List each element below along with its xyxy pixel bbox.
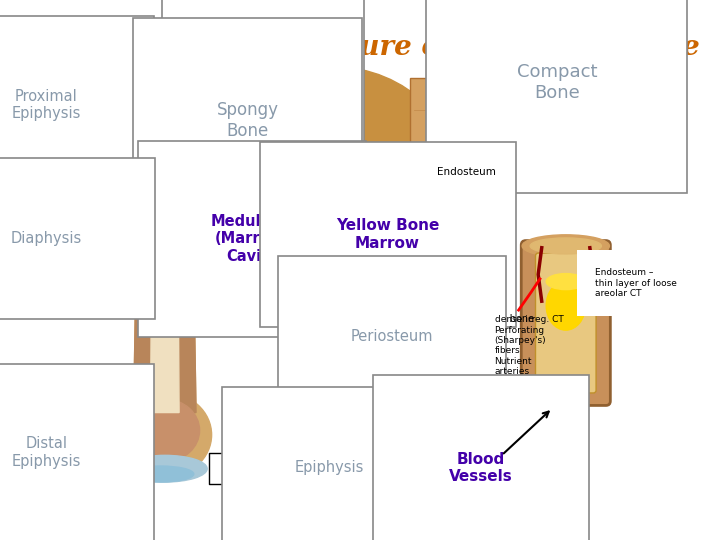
Ellipse shape xyxy=(305,197,348,211)
Text: Blood
Vessels: Blood Vessels xyxy=(449,451,513,484)
Circle shape xyxy=(337,186,348,197)
Text: Diaphysis: Diaphysis xyxy=(11,231,82,246)
Text: Epiphyseal
line: Epiphyseal line xyxy=(232,145,289,167)
FancyBboxPatch shape xyxy=(446,78,462,315)
FancyArrowPatch shape xyxy=(466,208,508,243)
Ellipse shape xyxy=(122,455,207,482)
Text: Periosteum: Periosteum xyxy=(351,329,433,345)
Ellipse shape xyxy=(296,194,319,216)
Text: dense irreg. CT
Perforating
(Sharpey's)
fibers
Nutrient
arteries: dense irreg. CT Perforating (Sharpey's) … xyxy=(495,315,563,376)
Ellipse shape xyxy=(156,227,183,238)
FancyBboxPatch shape xyxy=(521,241,611,406)
Text: Articular
Cartilage: Articular Cartilage xyxy=(231,45,294,76)
Polygon shape xyxy=(134,141,196,413)
Ellipse shape xyxy=(262,188,290,218)
Ellipse shape xyxy=(130,70,209,159)
Ellipse shape xyxy=(301,227,336,244)
Text: Proximal
Epiphysis: Proximal Epiphysis xyxy=(12,89,81,122)
Ellipse shape xyxy=(289,99,312,122)
Text: Distal
Epiphysis: Distal Epiphysis xyxy=(12,436,81,469)
Text: Endosteum –
thin layer of loose
areolar CT: Endosteum – thin layer of loose areolar … xyxy=(595,268,677,298)
Ellipse shape xyxy=(329,154,347,172)
Ellipse shape xyxy=(249,195,289,217)
Text: Structure of the LONG bone: Structure of the LONG bone xyxy=(262,33,700,60)
Ellipse shape xyxy=(276,234,323,267)
Text: Programme: Programme xyxy=(29,44,73,52)
Text: Spongy
Bone: Spongy Bone xyxy=(217,101,279,140)
Text: Compact
Bone: Compact Bone xyxy=(517,64,597,102)
Polygon shape xyxy=(134,141,153,413)
FancyBboxPatch shape xyxy=(536,253,596,393)
Ellipse shape xyxy=(240,141,271,162)
Ellipse shape xyxy=(522,235,609,257)
Ellipse shape xyxy=(136,48,176,68)
Ellipse shape xyxy=(112,47,218,172)
Ellipse shape xyxy=(271,140,300,172)
Ellipse shape xyxy=(118,393,212,477)
Text: Compact bone: Compact bone xyxy=(232,189,307,199)
Ellipse shape xyxy=(546,281,585,330)
Ellipse shape xyxy=(289,189,319,200)
Polygon shape xyxy=(150,141,179,413)
Ellipse shape xyxy=(238,220,264,238)
Ellipse shape xyxy=(246,184,284,213)
Text: Epiphysis: Epiphysis xyxy=(295,460,364,475)
Text: Compact bone: Compact bone xyxy=(464,314,534,324)
Text: Yellow Bone
Marrow: Yellow Bone Marrow xyxy=(336,218,439,251)
Text: Diploma: Diploma xyxy=(29,37,60,46)
Ellipse shape xyxy=(546,274,585,289)
Text: ib: ib xyxy=(9,36,25,51)
Text: SEHS: SEHS xyxy=(70,35,122,53)
Ellipse shape xyxy=(306,180,337,208)
FancyArrowPatch shape xyxy=(216,59,303,90)
FancyBboxPatch shape xyxy=(132,171,202,289)
Text: Medullary
(Marrow)
Cavity: Medullary (Marrow) Cavity xyxy=(211,214,293,264)
Ellipse shape xyxy=(229,130,259,158)
FancyBboxPatch shape xyxy=(1,31,109,58)
Ellipse shape xyxy=(127,466,194,482)
Text: Endosteum: Endosteum xyxy=(436,167,495,177)
Ellipse shape xyxy=(156,231,183,265)
Ellipse shape xyxy=(229,144,263,171)
Text: Periosteum: Periosteum xyxy=(232,170,290,180)
FancyBboxPatch shape xyxy=(410,78,456,315)
Ellipse shape xyxy=(317,256,350,285)
Polygon shape xyxy=(177,141,196,413)
Ellipse shape xyxy=(264,268,289,300)
Circle shape xyxy=(202,67,466,330)
Ellipse shape xyxy=(130,399,199,462)
Ellipse shape xyxy=(530,238,601,254)
Ellipse shape xyxy=(238,201,269,230)
Ellipse shape xyxy=(266,218,303,237)
Ellipse shape xyxy=(235,202,282,214)
Ellipse shape xyxy=(118,41,212,66)
Ellipse shape xyxy=(325,185,357,197)
